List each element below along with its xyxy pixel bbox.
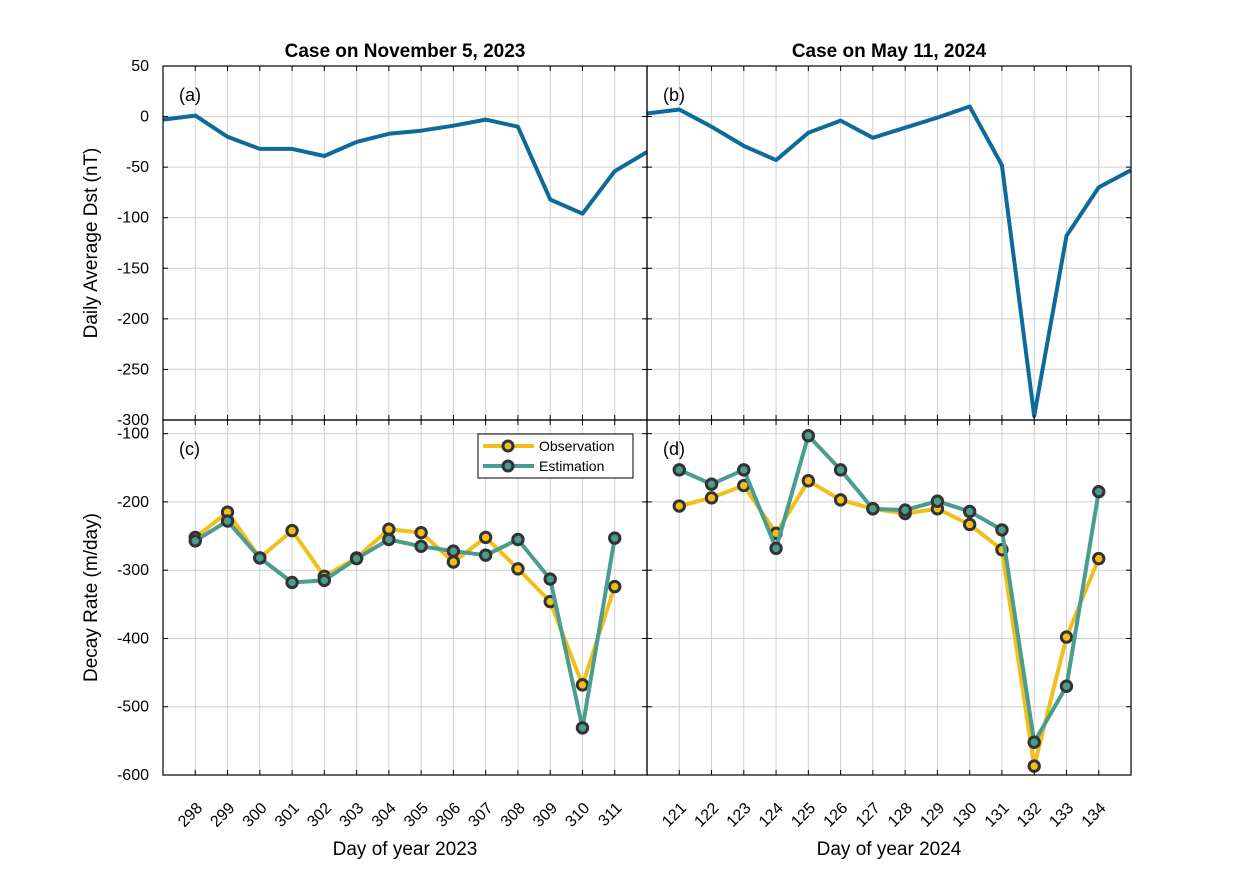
y-tick-label-c: -500: [117, 699, 149, 716]
legend-c: Observation Estimation: [477, 433, 634, 479]
point-observation-d: [801, 474, 816, 488]
y-tick-label-c: -400: [117, 630, 149, 647]
point-estimation-c: [349, 551, 364, 566]
chart-title-b: Case on May 11, 2024: [792, 41, 987, 62]
y-tick-label-a: -300: [117, 412, 149, 429]
y-tick-label-c: -200: [117, 494, 149, 511]
point-observation-d: [1027, 759, 1041, 773]
panel-label-d: (d): [663, 439, 685, 459]
point-observation-c: [575, 678, 590, 692]
y-axis-label-a: Daily Average Dst (nT): [81, 148, 102, 339]
point-estimation-d: [1027, 735, 1041, 749]
y-tick-label-a: 0: [140, 109, 149, 126]
point-estimation-d: [1092, 484, 1106, 499]
point-estimation-c: [220, 514, 235, 528]
series-line-dst-b: [646, 104, 1132, 418]
point-observation-d: [704, 491, 719, 505]
point-estimation-c: [414, 539, 428, 553]
point-estimation-d: [737, 463, 751, 477]
point-estimation-d: [930, 494, 945, 508]
point-estimation-c: [253, 551, 267, 565]
y-axis-label-c: Decay Rate (m/day): [81, 513, 102, 682]
point-observation-d: [962, 517, 977, 532]
point-observation-d: [1092, 551, 1106, 566]
point-observation-c: [511, 562, 525, 576]
data-layer: [162, 104, 1132, 773]
point-estimation-d: [801, 429, 816, 443]
y-tick-label-a: -250: [117, 361, 149, 378]
legend-label-estimation: Estimation: [539, 458, 604, 474]
axes-layer: [162, 65, 1132, 776]
axes-box-d: [646, 419, 1132, 776]
y-tick-label-a: -50: [126, 159, 149, 176]
point-estimation-c: [382, 532, 396, 547]
legend-label-observation: Observation: [539, 438, 614, 454]
y-tick-label-c: -600: [117, 767, 149, 784]
point-estimation-c: [285, 575, 299, 590]
point-estimation-d: [866, 502, 880, 516]
series-line-observation-c: [194, 510, 617, 687]
panel-label-b: (b): [663, 85, 685, 105]
chart-title-a: Case on November 5, 2023: [285, 41, 526, 62]
panel-label-c: (c): [179, 439, 200, 459]
point-observation-c: [608, 579, 622, 594]
x-axis-label-d: Day of year 2024: [817, 839, 962, 860]
point-estimation-d: [704, 477, 719, 491]
point-observation-d: [833, 493, 848, 507]
point-estimation-c: [575, 721, 590, 735]
point-observation-c: [446, 555, 461, 569]
legend-marker-estimation: [501, 459, 515, 473]
point-estimation-d: [769, 541, 783, 556]
point-estimation-c: [543, 572, 557, 586]
legend-marker-observation: [501, 439, 515, 453]
y-tick-label-c: -300: [117, 562, 149, 579]
point-estimation-c: [608, 531, 622, 545]
y-tick-label-a: -100: [117, 210, 149, 227]
point-estimation-d: [898, 503, 912, 517]
point-estimation-c: [188, 534, 202, 548]
point-estimation-c: [511, 532, 525, 547]
y-tick-label-c: -100: [117, 426, 149, 443]
series-line-dst-a: [162, 113, 649, 216]
point-observation-c: [478, 530, 493, 545]
point-estimation-c: [317, 573, 332, 588]
point-estimation-d: [672, 463, 686, 477]
point-estimation-c: [446, 544, 461, 558]
y-tick-label-a: 50: [131, 58, 149, 75]
panel-label-a: (a): [179, 85, 201, 105]
point-estimation-d: [833, 463, 848, 477]
point-observation-d: [672, 499, 686, 513]
series-line-estimation-c: [194, 519, 617, 730]
x-axis-label-c: Day of year 2023: [333, 839, 478, 860]
point-observation-d: [1059, 630, 1074, 644]
series-line-estimation-d: [678, 433, 1101, 745]
point-estimation-d: [962, 504, 977, 519]
point-estimation-d: [1059, 679, 1074, 693]
point-observation-c: [414, 525, 428, 540]
point-estimation-d: [995, 523, 1009, 537]
y-tick-label-a: -200: [117, 311, 149, 328]
point-estimation-c: [478, 548, 493, 562]
point-observation-c: [285, 523, 299, 538]
y-tick-label-a: -150: [117, 260, 149, 277]
